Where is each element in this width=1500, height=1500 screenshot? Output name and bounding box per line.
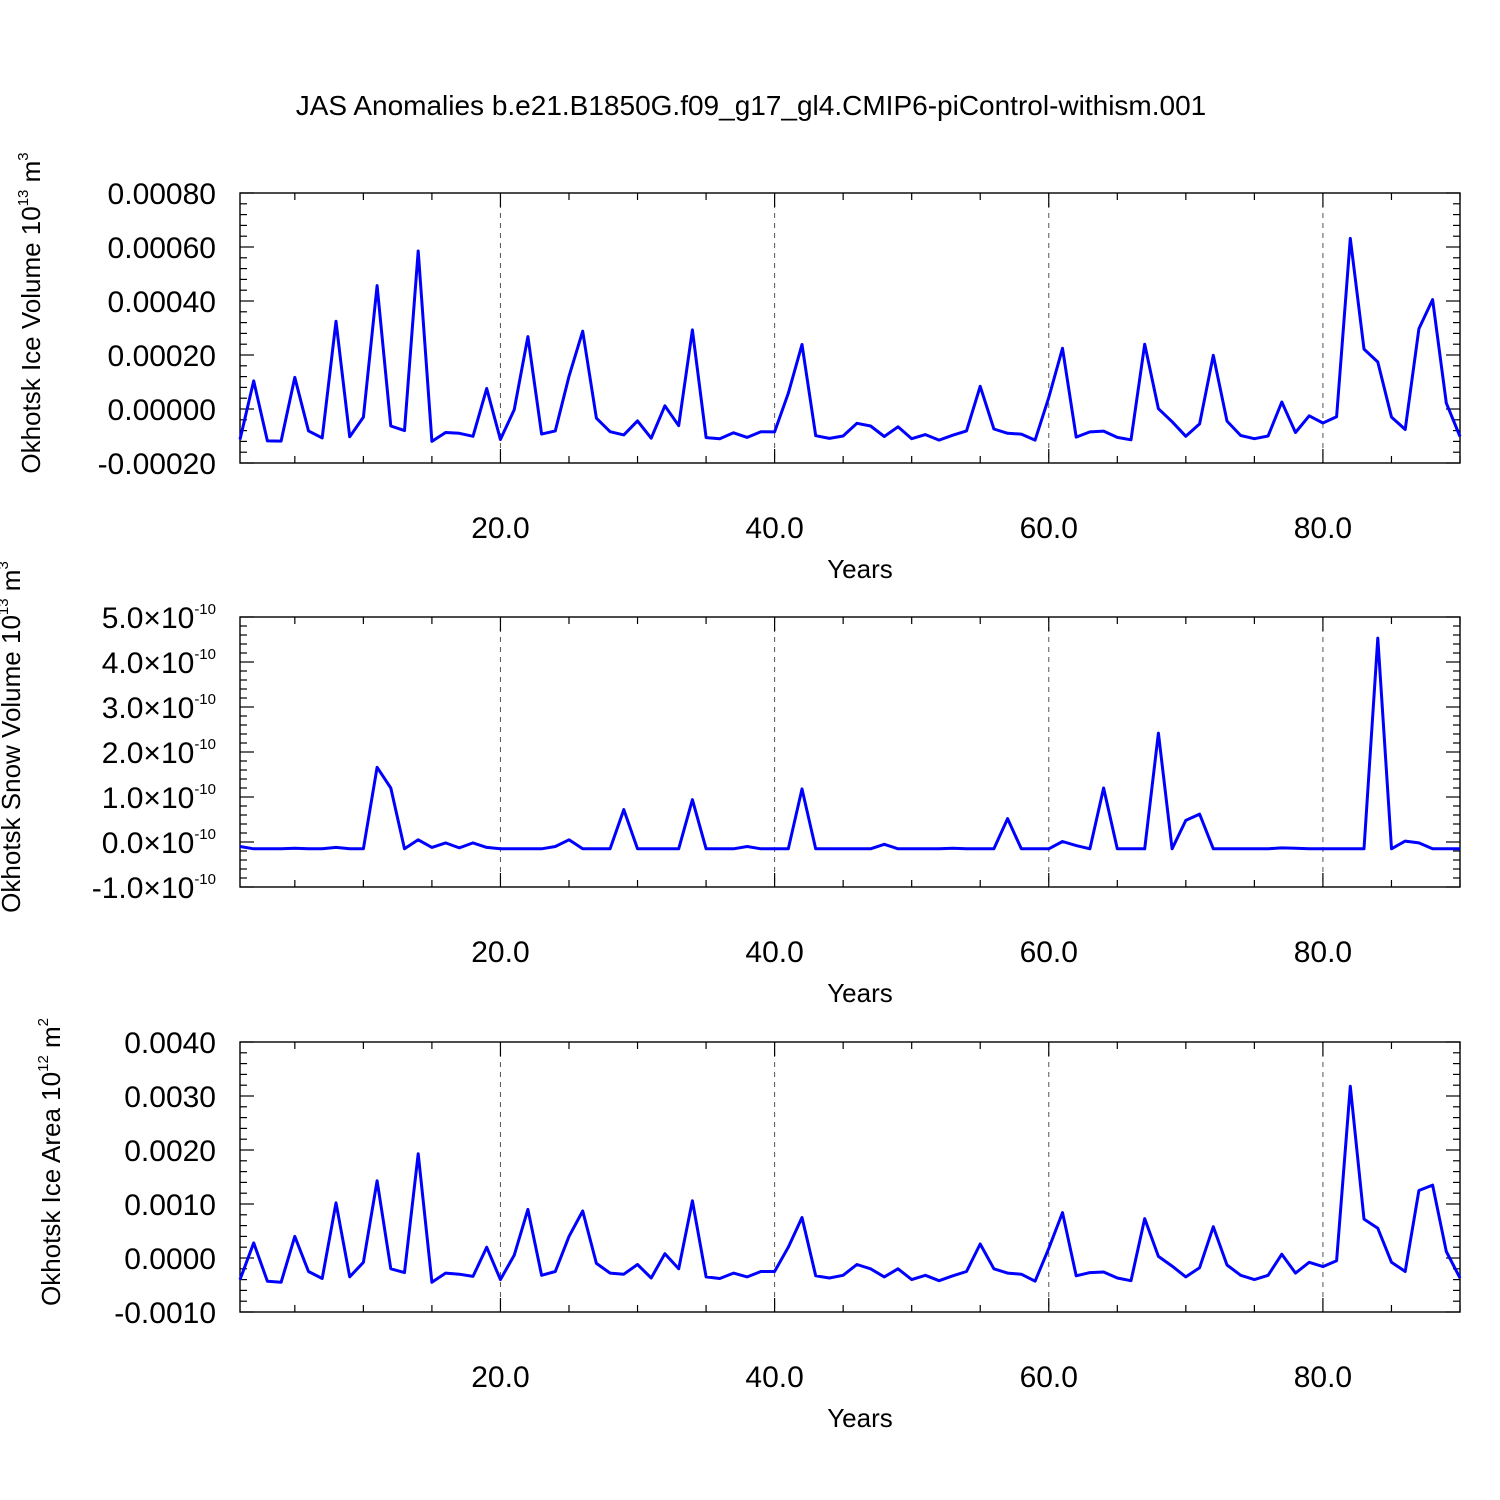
tick-mantissa: -1.0 (92, 872, 144, 905)
y-tick-label: -0.00020 (98, 448, 216, 481)
y-tick-label: 0.0010 (124, 1189, 216, 1222)
x-tick-label: 20.0 (471, 936, 529, 969)
x-tick-label: 80.0 (1294, 1361, 1352, 1394)
times-sign: ×10 (143, 647, 194, 680)
y-tick-label: 3.0×10-10 (102, 691, 216, 725)
series-line (238, 236, 1462, 443)
tick-exponent: -10 (194, 736, 216, 753)
x-tick-label: 60.0 (1020, 1361, 1078, 1394)
y-label-unit: m (36, 1026, 66, 1055)
y-tick-label: 0.0030 (124, 1081, 216, 1114)
y-tick-label: 2.0×10-10 (102, 736, 216, 770)
y-tick-label: 0.00080 (108, 178, 216, 211)
plot-frame (239, 616, 1461, 888)
y-tick-label: -0.0010 (114, 1297, 216, 1330)
times-sign: ×10 (143, 872, 194, 905)
x-tick-label: 80.0 (1294, 512, 1352, 545)
tick-exponent: -10 (194, 826, 216, 843)
series-line (239, 636, 1460, 851)
y-tick-label: 0.0000 (124, 1243, 216, 1276)
tick-exponent: -10 (194, 781, 216, 798)
times-sign: ×10 (143, 782, 194, 815)
times-sign: ×10 (143, 827, 194, 860)
y-label-text: Okhotsk Ice Volume 10 (16, 206, 46, 473)
y-tick-label: 1.0×10-10 (102, 781, 216, 815)
y-label-text: Okhotsk Ice Area 10 (36, 1072, 66, 1306)
x-axis-label: Years (827, 1403, 893, 1433)
x-tick-label: 60.0 (1020, 936, 1078, 969)
tick-mantissa: 0.0 (102, 827, 144, 860)
tick-mantissa: 2.0 (102, 737, 144, 770)
y-label-unit-exponent: 3 (0, 561, 12, 569)
y-label-unit-exponent: 2 (35, 1018, 52, 1026)
x-tick-label: 20.0 (471, 1361, 529, 1394)
times-sign: ×10 (143, 737, 194, 770)
x-tick-label: 20.0 (471, 512, 529, 545)
tick-mantissa: 1.0 (102, 782, 144, 815)
y-tick-label: 0.00020 (108, 340, 216, 373)
x-axis-label: Years (827, 554, 893, 584)
y-axis-label: Okhotsk Snow Volume 1013 m3 (0, 561, 26, 913)
panel-2: 20.0 40.0 60.0 80.0-1.0×10-100.0×10-101.0×1… (0, 561, 1461, 1008)
y-tick-label: 0.0040 (124, 1027, 216, 1060)
y-tick-label: 0.00000 (108, 394, 216, 427)
y-label-exponent: 12 (35, 1055, 52, 1072)
y-tick-label: 5.0×10-10 (102, 601, 216, 635)
x-tick-label: 80.0 (1294, 936, 1352, 969)
y-label-exponent: 13 (15, 190, 32, 207)
plot-frame (239, 192, 1461, 464)
y-axis-label: Okhotsk Ice Volume 1013 m3 (15, 152, 46, 473)
tick-exponent: -10 (194, 691, 216, 708)
y-tick-label: -1.0×10-10 (92, 871, 216, 905)
panel-1: 20.0 40.0 60.0 80.0 -0.00020 0.00000 0.00020 0.… (15, 152, 1462, 584)
series-line (238, 1084, 1462, 1284)
tick-exponent: -10 (194, 646, 216, 663)
panel-3: 20.0 40.0 60.0 80.0 -0.0010 0.0000 0.0010 0.002… (35, 1018, 1462, 1433)
y-label-unit-exponent: 3 (15, 152, 32, 160)
x-tick-label: 60.0 (1020, 512, 1078, 545)
y-label-exponent: 13 (0, 598, 12, 615)
x-axis-label: Years (827, 978, 893, 1008)
y-label-unit: m (16, 161, 46, 190)
y-label-unit: m (0, 570, 26, 599)
y-tick-label: 0.00060 (108, 232, 216, 265)
tick-mantissa: 4.0 (102, 647, 144, 680)
x-tick-label: 40.0 (745, 936, 803, 969)
x-tick-label: 40.0 (745, 1361, 803, 1394)
tick-mantissa: 5.0 (102, 602, 144, 635)
y-tick-label: 4.0×10-10 (102, 646, 216, 680)
tick-exponent: -10 (194, 871, 216, 888)
tick-exponent: -10 (194, 601, 216, 618)
y-label-text: Okhotsk Snow Volume 10 (0, 615, 26, 913)
x-tick-label: 40.0 (745, 512, 803, 545)
y-axis-label: Okhotsk Ice Area 1012 m2 (35, 1018, 66, 1306)
chart-title: JAS Anomalies b.e21.B1850G.f09_g17_gl4.C… (296, 90, 1207, 121)
panels: 20.0 40.0 60.0 80.0-0.000200.000000.000200.… (0, 152, 1462, 1433)
y-tick-label: 0.00040 (108, 286, 216, 319)
times-sign: ×10 (143, 602, 194, 635)
times-sign: ×10 (143, 692, 194, 725)
y-tick-label: 0.0×10-10 (102, 826, 216, 860)
plot-frame (239, 1041, 1461, 1313)
tick-mantissa: 3.0 (102, 692, 144, 725)
y-tick-label: 0.0020 (124, 1135, 216, 1168)
